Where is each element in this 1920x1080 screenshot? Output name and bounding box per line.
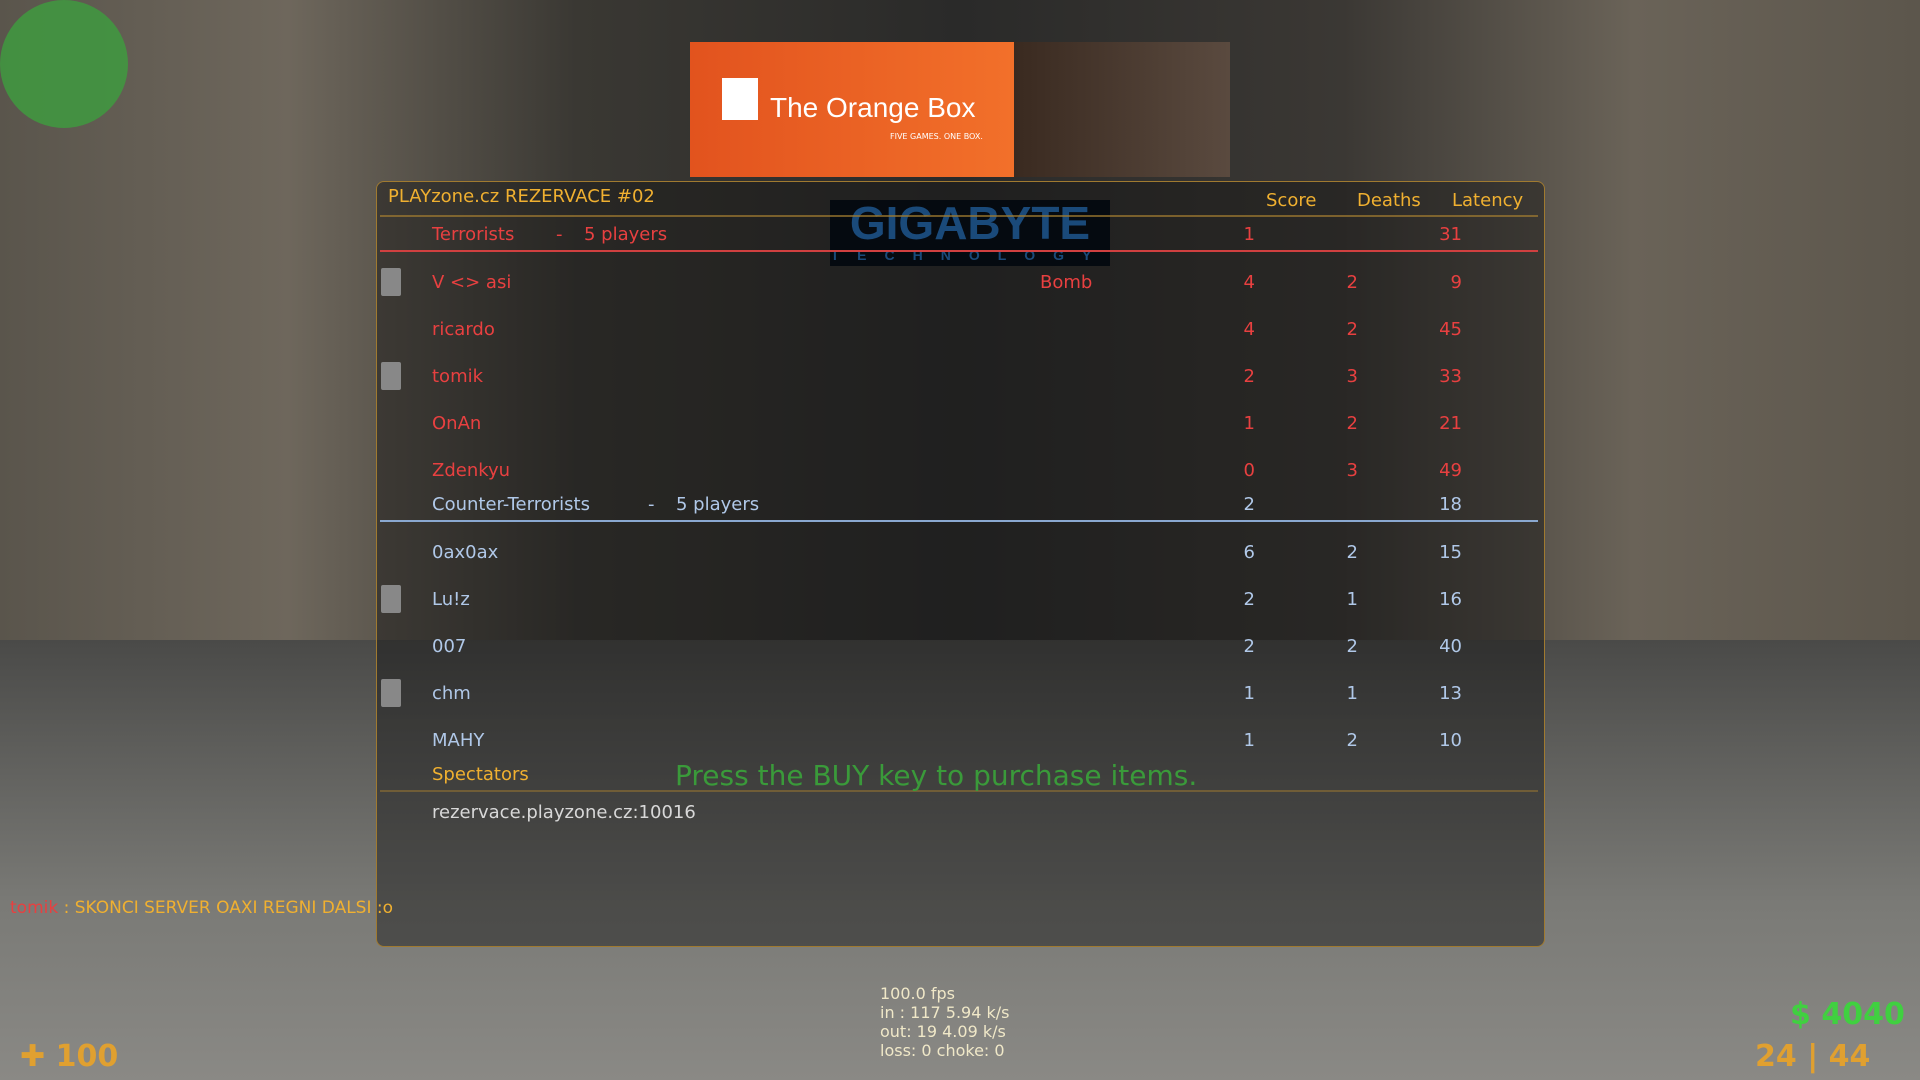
- player-deaths: 1: [1346, 683, 1358, 704]
- orange-box-ad: The Orange Box FIVE GAMES. ONE BOX.: [690, 42, 1230, 177]
- player-name: Lu!z: [432, 589, 470, 610]
- player-score: 1: [1243, 413, 1255, 434]
- player-deaths: 3: [1346, 460, 1358, 481]
- player-score: 0: [1243, 460, 1255, 481]
- player-deaths: 2: [1346, 636, 1358, 657]
- team-separator: -: [648, 494, 655, 515]
- team-latency: 31: [1439, 224, 1462, 245]
- player-score: 2: [1243, 589, 1255, 610]
- spectators-divider: [380, 790, 1538, 792]
- player-deaths: 2: [1346, 542, 1358, 563]
- spectators-label: Spectators: [432, 764, 529, 785]
- server-address: rezervace.playzone.cz:10016: [432, 802, 696, 823]
- team-latency: 18: [1439, 494, 1462, 515]
- player-latency: 33: [1439, 366, 1462, 387]
- team-divider: [380, 250, 1538, 252]
- player-latency: 15: [1439, 542, 1462, 563]
- team-separator: -: [556, 224, 563, 245]
- radar: [0, 0, 128, 128]
- player-name: Zdenkyu: [432, 460, 511, 481]
- game-world: [0, 640, 1920, 1080]
- ad-tagline: FIVE GAMES. ONE BOX.: [890, 132, 983, 141]
- chat-line: tomik : SKONCI SERVER OAXI REGNI DALSI :…: [10, 898, 394, 918]
- player-name: chm: [432, 683, 471, 704]
- column-deaths: Deaths: [1357, 190, 1421, 211]
- ad-title: The Orange Box: [770, 92, 976, 123]
- player-name: MAHY: [432, 730, 485, 751]
- team-score: 2: [1243, 494, 1255, 515]
- ammo-display: 24 | 44: [1755, 1039, 1871, 1074]
- player-latency: 45: [1439, 319, 1462, 340]
- team-name: Terrorists: [432, 224, 515, 245]
- player-latency: 49: [1439, 460, 1462, 481]
- buy-hint: Press the BUY key to purchase items.: [675, 759, 1198, 792]
- player-avatar-icon: [381, 362, 401, 390]
- health-display: ✚ 100: [20, 1039, 119, 1074]
- team-score: 1: [1243, 224, 1255, 245]
- money-display: $ 4040: [1790, 997, 1905, 1032]
- player-name: OnAn: [432, 413, 482, 434]
- player-latency: 16: [1439, 589, 1462, 610]
- player-latency: 21: [1439, 413, 1462, 434]
- player-latency: 10: [1439, 730, 1462, 751]
- player-deaths: 1: [1346, 589, 1358, 610]
- player-deaths: 2: [1346, 272, 1358, 293]
- player-latency: 13: [1439, 683, 1462, 704]
- team-player-count: 5 players: [676, 494, 760, 515]
- player-deaths: 3: [1346, 366, 1358, 387]
- player-name: tomik: [432, 366, 484, 387]
- player-name: ricardo: [432, 319, 495, 340]
- ad-logo-icon: [722, 78, 758, 120]
- player-score: 2: [1243, 366, 1255, 387]
- player-avatar-icon: [381, 679, 401, 707]
- netgraph: 100.0 fps in : 117 5.94 k/s out: 19 4.09 k…: [880, 984, 1010, 1060]
- player-deaths: 2: [1346, 319, 1358, 340]
- team-divider: [380, 520, 1538, 522]
- player-score: 2: [1243, 636, 1255, 657]
- player-score: 1: [1243, 683, 1255, 704]
- player-score: 4: [1243, 272, 1255, 293]
- player-name: V <> asi: [432, 272, 512, 293]
- gigabyte-logo: GIGABYTE TECHNOLOGY: [830, 200, 1110, 266]
- team-name: Counter-Terrorists: [432, 494, 590, 515]
- player-score: 6: [1243, 542, 1255, 563]
- scoreboard: [376, 181, 1545, 947]
- player-name: 0ax0ax: [432, 542, 499, 563]
- player-latency: 9: [1450, 272, 1462, 293]
- player-name: 007: [432, 636, 467, 657]
- server-name: PLAYzone.cz REZERVACE #02: [388, 186, 655, 207]
- column-latency: Latency: [1452, 190, 1524, 211]
- player-latency: 40: [1439, 636, 1462, 657]
- team-player-count: 5 players: [584, 224, 668, 245]
- player-score: 4: [1243, 319, 1255, 340]
- player-deaths: 2: [1346, 730, 1358, 751]
- player-score: 1: [1243, 730, 1255, 751]
- player-avatar-icon: [381, 268, 401, 296]
- column-score: Score: [1266, 190, 1317, 211]
- player-status: Bomb: [1040, 272, 1093, 293]
- header-divider: [380, 215, 1538, 217]
- player-deaths: 2: [1346, 413, 1358, 434]
- player-avatar-icon: [381, 585, 401, 613]
